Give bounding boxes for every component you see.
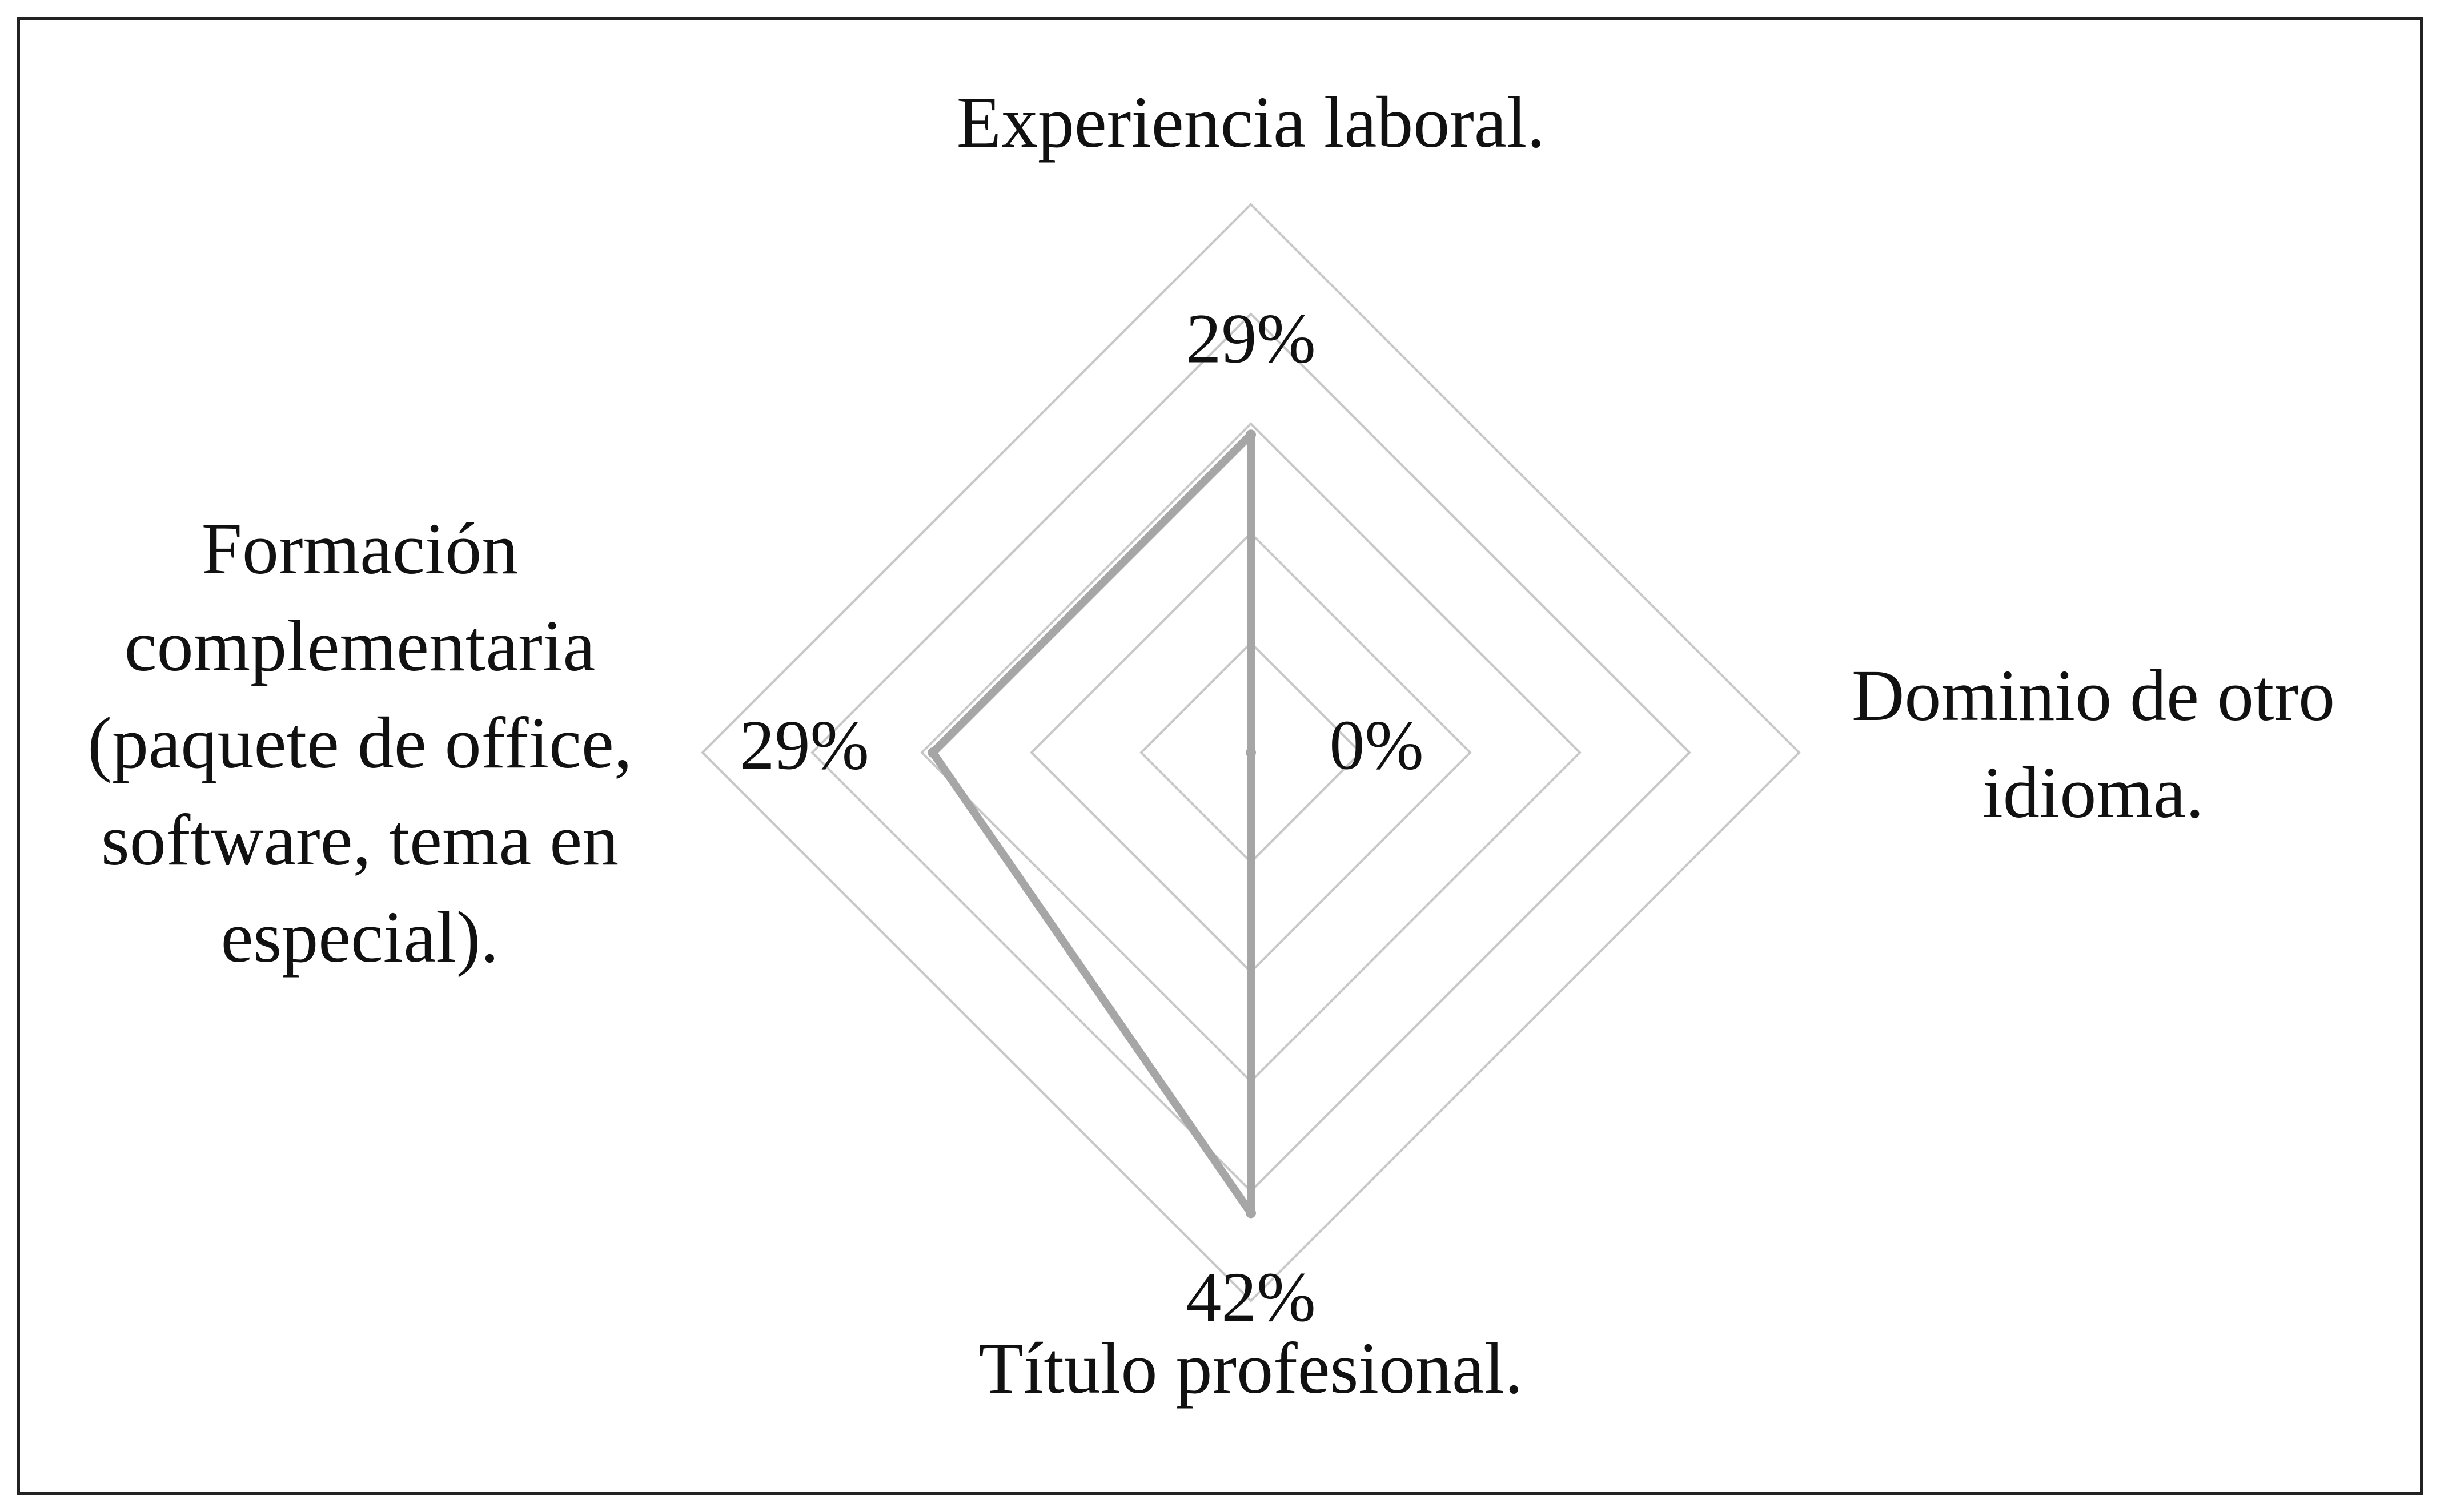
series-line-0: [929, 431, 1255, 1217]
chart-frame: [17, 17, 2423, 1495]
axis-label-0-line-0: Experiencia laboral.: [957, 82, 1546, 163]
data-point-2: [1246, 1208, 1256, 1219]
axis-label-1: Dominio de otro idioma.: [1852, 655, 2335, 833]
axis-label-3-line-4: especial).: [221, 896, 499, 978]
axis-label-3-line-2: (paquete de office,: [87, 702, 632, 783]
data-label-1: 0%: [1329, 706, 1423, 784]
axis-label-3-line-0: Formación: [202, 508, 519, 589]
axis-labels: Experiencia laboral. Dominio de otro idiom…: [87, 82, 2335, 1409]
axis-label-1-line-1: idioma.: [1982, 752, 2204, 833]
axis-label-3: Formación complementaria (paquete de offic…: [87, 508, 632, 978]
grid-ring-5: [701, 203, 1801, 1302]
axis-label-1-line-0: Dominio de otro: [1852, 655, 2335, 736]
data-labels: 29% 0% 42% 29%: [740, 300, 1424, 1336]
data-label-3: 29%: [740, 706, 869, 784]
data-label-2: 42%: [1186, 1258, 1315, 1336]
data-point-0: [1246, 429, 1256, 440]
data-point-1: [1246, 747, 1256, 758]
axis-label-3-line-1: complementaria: [125, 605, 596, 686]
axis-label-0: Experiencia laboral.: [957, 82, 1546, 163]
axis-label-3-line-3: software, tema en: [101, 799, 619, 880]
axis-label-2-line-0: Título profesional.: [979, 1328, 1523, 1409]
radar-series: [928, 429, 1256, 1219]
data-point-3: [928, 747, 938, 758]
data-label-0: 29%: [1186, 300, 1315, 378]
axis-label-2: Título profesional.: [979, 1328, 1523, 1409]
